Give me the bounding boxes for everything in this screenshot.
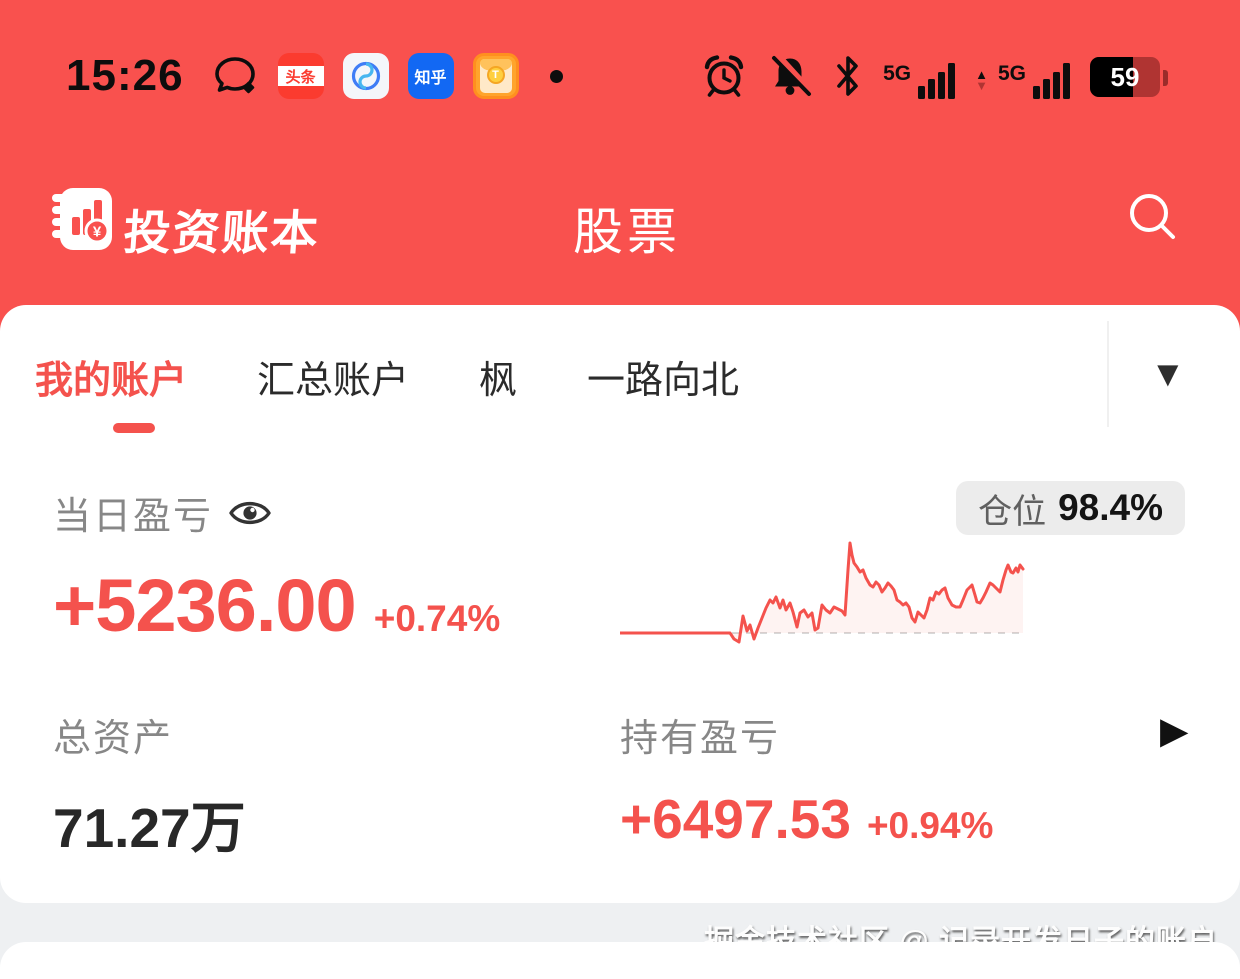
zhihu-label: 知乎 — [414, 70, 447, 87]
signal-sim2-icon: 5G — [998, 63, 1070, 99]
tab-summary-account[interactable]: 汇总账户 — [257, 360, 410, 402]
app-name: 投资账本 — [121, 206, 322, 259]
total-assets-label: 总资产 — [53, 718, 174, 760]
total-assets-value: 71.27万 — [53, 797, 246, 859]
daily-pnl-row: 当日盈亏 — [53, 485, 273, 540]
tab-yiluxiangbei[interactable]: 一路向北 — [587, 360, 740, 402]
daily-pnl-percent: +0.74% — [373, 598, 501, 639]
bluetooth-icon — [833, 53, 863, 99]
status-bar: 15:26 头条 知乎 — [0, 36, 1240, 116]
holding-pnl-percent: +0.94% — [866, 805, 994, 846]
position-badge: 仓位 98.4% — [956, 481, 1185, 535]
tab-feng[interactable]: 枫 — [479, 360, 518, 402]
status-bar-left: 15:26 头条 知乎 — [66, 51, 563, 101]
clock-time: 15:26 — [66, 51, 184, 100]
app-header: ¥ 投资账本 股票 — [0, 180, 1240, 280]
chat-notification-icon — [211, 52, 259, 100]
notification-dot-icon — [549, 69, 563, 83]
daily-pnl-sparkline — [620, 541, 1025, 644]
logo-currency: ¥ — [93, 224, 102, 241]
daily-pnl-value: +5236.00 — [53, 564, 357, 647]
holding-pnl-label: 持有盈亏 — [620, 718, 781, 760]
header-background: 15:26 头条 知乎 — [0, 0, 1240, 332]
position-value: 98.4% — [1058, 487, 1163, 528]
toutiao-label: 头条 — [285, 68, 316, 86]
eye-icon[interactable] — [227, 495, 273, 531]
holding-pnl-value: +6497.53 — [620, 788, 851, 850]
sim2-network-label: 5G — [997, 62, 1026, 85]
holding-pnl-values: +6497.53 +0.94% — [620, 787, 993, 851]
netdisk-app-icon — [342, 53, 389, 99]
battery-icon: 59 — [1090, 57, 1160, 97]
tabs-divider — [1107, 321, 1109, 427]
toutiao-app-icon: 头条 — [277, 53, 324, 99]
daily-pnl-label: 当日盈亏 — [53, 496, 214, 538]
tab-my-account[interactable]: 我的账户 — [35, 360, 188, 402]
signal-sim1-icon: 5G — [883, 62, 956, 99]
red-packet-icon: T — [472, 53, 519, 99]
battery-percent: 59 — [1110, 61, 1140, 92]
alarm-icon — [701, 53, 747, 99]
page-title: 股票 — [573, 204, 681, 260]
account-card: 我的账户 汇总账户 枫 一路向北 ▼ 当日盈亏 仓位 98.4% +5236.0… — [0, 305, 1240, 903]
red-packet-coin: T — [486, 66, 505, 84]
status-bar-right: 5G ▲ ▼ 5G 59 — [701, 53, 1168, 99]
data-arrows-icon: ▲ ▼ — [975, 67, 988, 93]
play-arrow-icon[interactable]: ▶ — [1160, 710, 1189, 751]
zhihu-app-icon: 知乎 — [407, 53, 454, 99]
next-card-preview — [0, 942, 1240, 979]
position-label: 仓位 — [978, 492, 1047, 531]
active-tab-underline — [113, 423, 155, 433]
app-logo-icon: ¥ — [48, 186, 114, 252]
mute-bell-icon — [767, 53, 813, 99]
daily-pnl-values: +5236.00 +0.74% — [53, 563, 500, 648]
chevron-down-icon[interactable]: ▼ — [1150, 353, 1186, 394]
search-icon[interactable] — [1122, 186, 1182, 246]
sim1-network-label: 5G — [883, 62, 912, 85]
account-tabs: 我的账户 汇总账户 枫 一路向北 — [35, 349, 739, 404]
battery-nub — [1163, 70, 1168, 86]
